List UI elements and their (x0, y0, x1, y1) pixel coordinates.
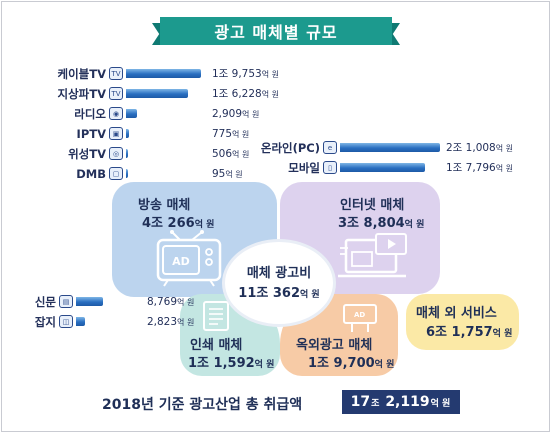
bar (126, 169, 128, 178)
bar-track (126, 129, 129, 138)
outdoor-media-panel: AD 옥외광고 매체 1조 9,700억 원 (280, 294, 398, 376)
bar-track (126, 109, 138, 118)
bar-row-print: 신문 ▤ 8,769억 원 (2, 293, 194, 310)
bar-label: 신문 (34, 294, 56, 309)
bar-track (126, 149, 128, 158)
bar-value-label: 2,909억 원 (211, 107, 260, 120)
bar (126, 109, 138, 118)
print-panel-value: 1조 1,592억 원 (188, 356, 275, 371)
bar-value-label: 775억 원 (211, 127, 250, 140)
outdoor-panel-title: 옥외광고 매체 (296, 338, 373, 353)
bar-label: 온라인(PC) (260, 140, 320, 155)
dmb-icon: ▢ (109, 167, 123, 180)
bar-label: 라디오 (74, 106, 106, 121)
bar-value-label: 1조 7,796억 원 (445, 162, 513, 174)
bar-row-broadcast: 지상파TV TV 1조 6,228억 원 (2, 85, 279, 102)
bar (126, 149, 128, 158)
bar (76, 297, 104, 306)
bar-track (340, 143, 440, 152)
bar-row-broadcast: 케이블TV TV 1조 9,753억 원 (2, 65, 279, 82)
bar-row-internet: 온라인(PC) e 2조 1,008억 원 (2, 139, 513, 156)
tv-icon: TV (109, 87, 123, 100)
bar-value-label: 1조 9,753억 원 (211, 68, 279, 80)
non-media-service-panel: 매체 외 서비스 6조 1,757억 원 (406, 294, 519, 350)
bar-value-label: 506억 원 (212, 147, 250, 160)
bar-label: 잡지 (34, 314, 56, 329)
bar-track (340, 163, 425, 172)
bar-track (126, 69, 202, 78)
bar (340, 143, 440, 152)
service-panel-title: 매체 외 서비스 (416, 306, 497, 321)
title-banner: 광고 매체별 규모 (152, 17, 400, 47)
internet-panel-title: 인터넷 매체 (340, 198, 405, 213)
print-panel-title: 인쇄 매체 (190, 338, 243, 353)
outdoor-panel-value: 1조 9,700억 원 (308, 356, 395, 371)
bar (126, 129, 129, 138)
radio-icon: ◉ (109, 107, 123, 120)
bar-value-label: 95억 원 (212, 167, 243, 180)
svg-text:AD: AD (354, 311, 365, 319)
media-ad-total-circle: 매체 광고비 11조 362억 원 (225, 242, 333, 324)
bar-row-broadcast: IPTV ▣ 775억 원 (2, 125, 250, 142)
total-label: 2018년 기준 광고산업 총 취급액 (102, 397, 303, 413)
bar-row-print: 잡지 ◫ 2,823억 원 (2, 313, 194, 330)
bar-track (76, 317, 85, 326)
mobile-icon: ▯ (323, 161, 337, 174)
billboard-icon: AD (343, 304, 377, 332)
newspaper-icon (203, 301, 229, 331)
newspaper-icon: ▤ (59, 295, 73, 308)
service-panel-value: 6조 1,757억 원 (426, 325, 513, 340)
svg-text:AD: AD (172, 255, 190, 268)
bar (340, 163, 425, 172)
bar-row-broadcast: 라디오 ◉ 2,909억 원 (2, 105, 259, 122)
broadcast-panel-value: 4조 266억 원 (142, 216, 215, 231)
broadcast-panel-title: 방송 매체 (138, 198, 191, 213)
bar-row-broadcast: DMB ▢ 95억 원 (2, 165, 243, 182)
bar-row-internet: 모바일 ▯ 1조 7,796억 원 (2, 159, 513, 176)
bar-label: 위성TV (68, 146, 106, 161)
bar-label: 케이블TV (57, 66, 106, 81)
bar-track (76, 297, 104, 306)
bar-track (126, 89, 188, 98)
globe-icon: e (323, 141, 337, 154)
laptop-video-icon (338, 233, 407, 278)
center-value: 11조 362억 원 (238, 286, 320, 301)
bar-label: DMB (76, 166, 106, 181)
page-title: 광고 매체별 규모 (160, 17, 392, 45)
bar-label: 모바일 (288, 160, 320, 175)
magazine-icon: ◫ (59, 315, 73, 328)
total-value-box: 17 조 2,119 억 원 (342, 390, 460, 414)
bar-label: 지상파TV (57, 86, 106, 101)
bar-track (126, 169, 128, 178)
bar-value-label: 2,823억 원 (146, 315, 195, 328)
bar (76, 317, 85, 326)
bar-row-broadcast: 위성TV ◎ 506억 원 (2, 145, 249, 162)
tv-icon: TV (109, 67, 123, 80)
bar-label: IPTV (76, 126, 106, 141)
bar (126, 89, 188, 98)
internet-panel-value: 3조 8,804억 원 (338, 216, 425, 231)
iptv-icon: ▣ (109, 127, 123, 140)
bar-value-label: 8,769억 원 (146, 295, 195, 308)
bar-value-label: 1조 6,228억 원 (211, 88, 279, 100)
center-title: 매체 광고비 (246, 266, 312, 281)
bar-value-label: 2조 1,008억 원 (446, 142, 514, 154)
tv-ad-icon: AD (156, 230, 222, 287)
satellite-icon: ◎ (109, 147, 123, 160)
bar (126, 69, 202, 78)
